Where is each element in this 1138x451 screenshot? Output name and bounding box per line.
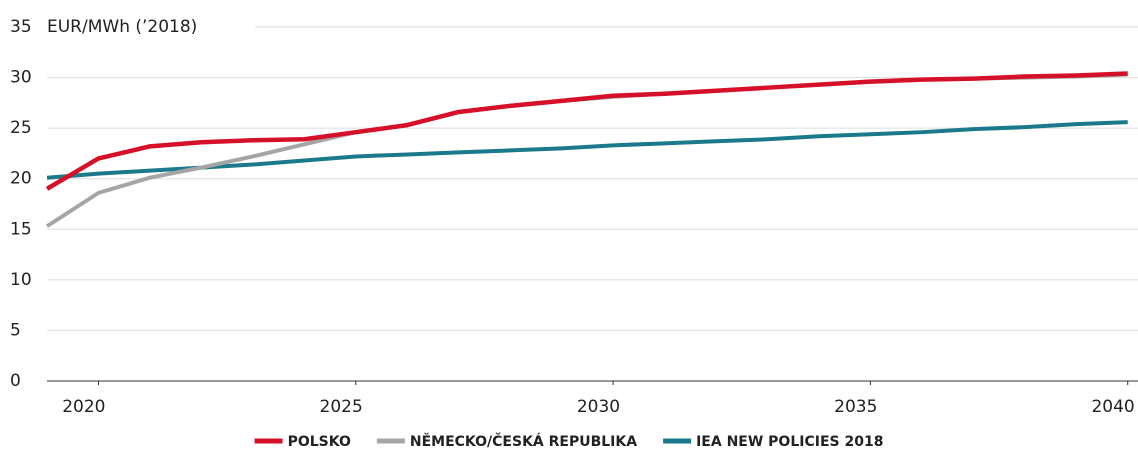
series-line bbox=[45, 71, 1128, 191]
x-tick-label: 2025 bbox=[320, 397, 363, 417]
x-tick-label: 2035 bbox=[834, 397, 877, 417]
legend-label: IEA NEW POLICIES 2018 bbox=[696, 434, 883, 450]
x-tick-label: 2020 bbox=[62, 397, 105, 417]
legend-label: POLSKO bbox=[288, 434, 351, 450]
y-tick-label: 0 bbox=[10, 371, 21, 391]
x-tick-label: 2040 bbox=[1091, 397, 1134, 417]
y-tick-label: 10 bbox=[10, 270, 32, 290]
y-tick-label: 30 bbox=[10, 68, 32, 88]
y-tick-label: 35 bbox=[10, 17, 32, 37]
x-tick-label: 2030 bbox=[577, 397, 620, 417]
y-tick-label: 25 bbox=[10, 118, 32, 138]
y-tick-label: 15 bbox=[10, 219, 32, 239]
legend: POLSKO NĚMECKO/ČESKÁ REPUBLIKA IEA NEW POL… bbox=[254, 432, 883, 450]
legend-label: NĚMECKO/ČESKÁ REPUBLIKA bbox=[410, 432, 637, 450]
y-tick-label: 5 bbox=[10, 320, 21, 340]
y-tick-label: 20 bbox=[10, 169, 32, 189]
series-line bbox=[46, 120, 1128, 180]
y-axis-label: EUR/MWh (’2018) bbox=[47, 17, 197, 37]
